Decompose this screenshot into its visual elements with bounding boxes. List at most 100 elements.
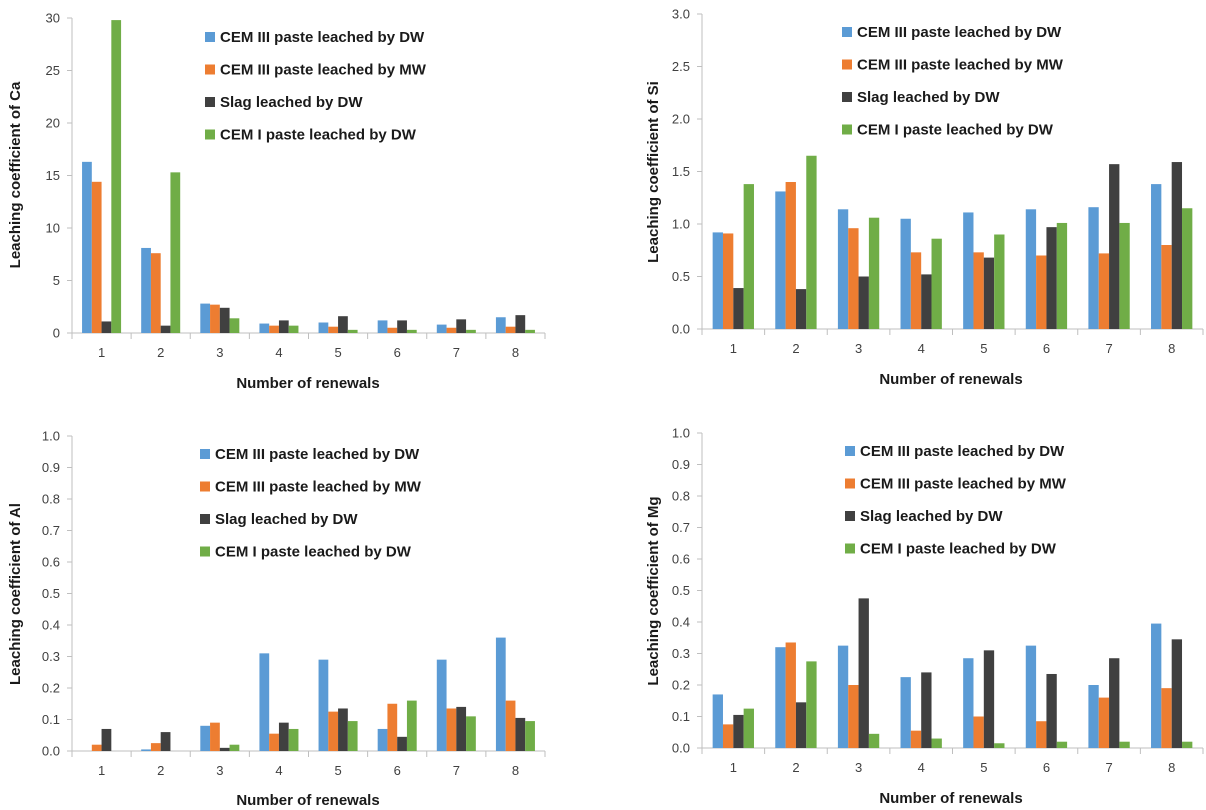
y-tick-label: 0.8 (672, 489, 690, 504)
bar (722, 233, 734, 329)
bar (712, 694, 723, 748)
x-tick-label: 1 (98, 345, 105, 360)
bar (111, 20, 122, 333)
y-tick-label: 0.4 (672, 615, 690, 630)
bar (446, 327, 457, 333)
y-tick-label: 0.1 (672, 709, 690, 724)
bar (525, 721, 535, 751)
bar (210, 722, 220, 751)
bar (525, 329, 535, 333)
legend-label: Slag leached by DW (215, 511, 358, 528)
x-tick-label: 7 (1105, 760, 1112, 775)
x-tick-label: 4 (918, 760, 925, 775)
bar (1046, 227, 1057, 329)
bar (200, 303, 211, 333)
legend-swatch (842, 92, 852, 102)
legend: CEM III paste leached by DW CEM III paste… (842, 24, 1064, 139)
bar (229, 318, 240, 333)
bar (495, 637, 506, 751)
bar (1119, 741, 1130, 748)
bar (1036, 255, 1047, 329)
legend-swatch (842, 124, 852, 135)
bar (141, 749, 151, 751)
y-tick-label: 0.4 (42, 618, 60, 633)
bar (1098, 253, 1110, 329)
x-tick-label: 2 (792, 341, 799, 356)
y-tick-label: 0.7 (42, 523, 60, 538)
y-tick-label: 2.0 (672, 112, 690, 127)
bar (1046, 673, 1057, 748)
bar (278, 722, 289, 751)
x-tick-label: 8 (1168, 341, 1175, 356)
x-tick-label: 2 (792, 760, 799, 775)
bar (219, 307, 230, 333)
bar (328, 711, 339, 752)
bar (806, 661, 817, 749)
y-tick-label: 0.5 (42, 586, 60, 601)
y-tick-label: 0.0 (42, 744, 60, 759)
bar (288, 325, 299, 333)
bar (436, 324, 447, 333)
chart-panel-1: 0 5 10 15 20 25 30 1 2 3 4 5 6 7 8 Leaching coefficient… (7, 11, 546, 392)
legend-swatch (845, 478, 855, 489)
x-tick-label: 7 (453, 763, 460, 778)
bar (505, 700, 516, 751)
legend-swatch (842, 27, 852, 37)
bar (347, 329, 358, 333)
legend-swatch (205, 64, 215, 75)
bar (1025, 645, 1037, 749)
legend-swatch (205, 129, 215, 140)
bar (219, 747, 230, 751)
bar (848, 685, 859, 748)
y-tick-label: 20 (46, 116, 60, 131)
x-axis-title: Number of renewals (879, 790, 1022, 807)
bar (338, 708, 348, 751)
bar (733, 714, 744, 748)
x-axis-title: Number of renewals (236, 375, 379, 392)
bar (91, 744, 102, 751)
bar (229, 744, 240, 751)
bar (921, 672, 932, 748)
chart-panel-4: 0.0 0.1 0.2 0.3 0.4 0.5 0.6 0.7 0.8 0.9 1.0 1 2 3 4 5 6 7… (645, 426, 1204, 807)
bar (505, 326, 516, 333)
x-tick-label: 5 (334, 345, 341, 360)
bar (1161, 688, 1172, 748)
bar (170, 172, 181, 333)
bar (1025, 209, 1037, 329)
x-tick-label: 7 (453, 345, 460, 360)
bar (1056, 222, 1068, 329)
bar (983, 650, 995, 748)
y-axis-title: Leaching coefficient of Mg (645, 496, 662, 685)
legend: CEM III paste leached by DW CEM III paste… (845, 443, 1067, 558)
y-tick-label: 0.8 (42, 492, 60, 507)
y-tick-label: 0.7 (672, 520, 690, 535)
legend-label: CEM III paste leached by DW (220, 29, 425, 46)
y-tick-label: 0 (53, 326, 60, 341)
x-tick-label: 6 (1043, 760, 1050, 775)
x-tick-label: 4 (275, 345, 282, 360)
x-tick-label: 2 (157, 345, 164, 360)
legend-label: CEM I paste leached by DW (857, 122, 1054, 139)
bar (150, 253, 161, 333)
bar (397, 320, 407, 333)
bar (406, 329, 417, 333)
bar (795, 702, 807, 748)
bar (848, 228, 859, 329)
bar (456, 319, 467, 333)
y-tick-label: 0.3 (672, 646, 690, 661)
x-tick-label: 8 (512, 763, 519, 778)
bar (1171, 162, 1183, 329)
bar (1151, 184, 1162, 329)
bar (900, 218, 911, 329)
bar (387, 703, 398, 751)
bar (1109, 164, 1120, 329)
bar (1036, 721, 1047, 748)
bar (837, 645, 849, 749)
y-tick-label: 0.1 (42, 712, 60, 727)
bar (806, 155, 817, 329)
legend-swatch (845, 446, 855, 456)
y-axis-title: Leaching coefficient of Ca (7, 81, 24, 268)
bar (712, 232, 723, 329)
bar (101, 728, 112, 751)
bar (1088, 685, 1099, 748)
